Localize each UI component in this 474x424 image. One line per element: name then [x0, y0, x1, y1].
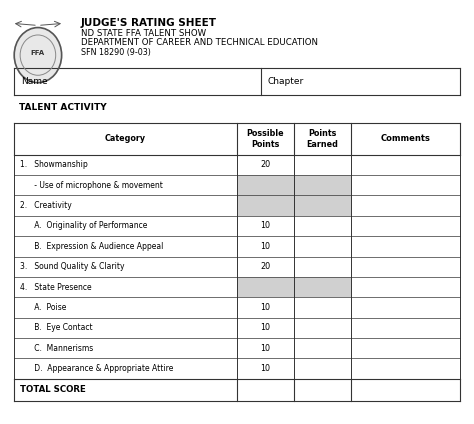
Text: C.  Mannerisms: C. Mannerisms	[20, 343, 93, 353]
Text: JUDGE'S RATING SHEET: JUDGE'S RATING SHEET	[81, 18, 217, 28]
Text: 4.   State Presence: 4. State Presence	[20, 282, 91, 292]
Text: Points
Earned: Points Earned	[306, 129, 338, 148]
Bar	[237, 277, 294, 297]
Text: D.  Appearance & Appropriate Attire: D. Appearance & Appropriate Attire	[20, 364, 173, 373]
Bar	[294, 175, 351, 195]
Text: 2.   Creativity: 2. Creativity	[20, 201, 72, 210]
Text: 10: 10	[260, 242, 271, 251]
Text: - Use of microphone & movement: - Use of microphone & movement	[20, 181, 163, 190]
Text: 10: 10	[260, 323, 271, 332]
Bar	[294, 195, 351, 216]
Text: DEPARTMENT OF CAREER AND TECHNICAL EDUCATION: DEPARTMENT OF CAREER AND TECHNICAL EDUCA…	[81, 38, 318, 47]
Text: SFN 18290 (9-03): SFN 18290 (9-03)	[81, 48, 150, 57]
Text: 1.   Showmanship: 1. Showmanship	[20, 160, 88, 170]
Ellipse shape	[14, 28, 62, 83]
Text: B.  Eye Contact: B. Eye Contact	[20, 323, 92, 332]
Text: ND STATE FFA TALENT SHOW: ND STATE FFA TALENT SHOW	[81, 29, 206, 38]
Text: 20: 20	[260, 262, 271, 271]
Text: 10: 10	[260, 221, 271, 231]
Text: Name: Name	[21, 77, 48, 86]
Bar	[237, 175, 294, 195]
Text: TALENT ACTIVITY: TALENT ACTIVITY	[19, 103, 107, 112]
Text: B.  Expression & Audience Appeal: B. Expression & Audience Appeal	[20, 242, 163, 251]
Text: FFA: FFA	[31, 50, 45, 56]
Text: Comments: Comments	[380, 134, 430, 143]
Bar	[294, 277, 351, 297]
Text: Chapter: Chapter	[268, 77, 304, 86]
Bar	[237, 195, 294, 216]
Text: 10: 10	[260, 343, 271, 353]
Text: TOTAL SCORE: TOTAL SCORE	[20, 385, 86, 394]
Text: Possible
Points: Possible Points	[246, 129, 284, 148]
Text: 10: 10	[260, 364, 271, 373]
Text: 10: 10	[260, 303, 271, 312]
Text: 20: 20	[260, 160, 271, 170]
Text: Category: Category	[105, 134, 146, 143]
Text: A.  Originality of Performance: A. Originality of Performance	[20, 221, 147, 231]
Text: A.  Poise: A. Poise	[20, 303, 66, 312]
Text: 3.   Sound Quality & Clarity: 3. Sound Quality & Clarity	[20, 262, 124, 271]
